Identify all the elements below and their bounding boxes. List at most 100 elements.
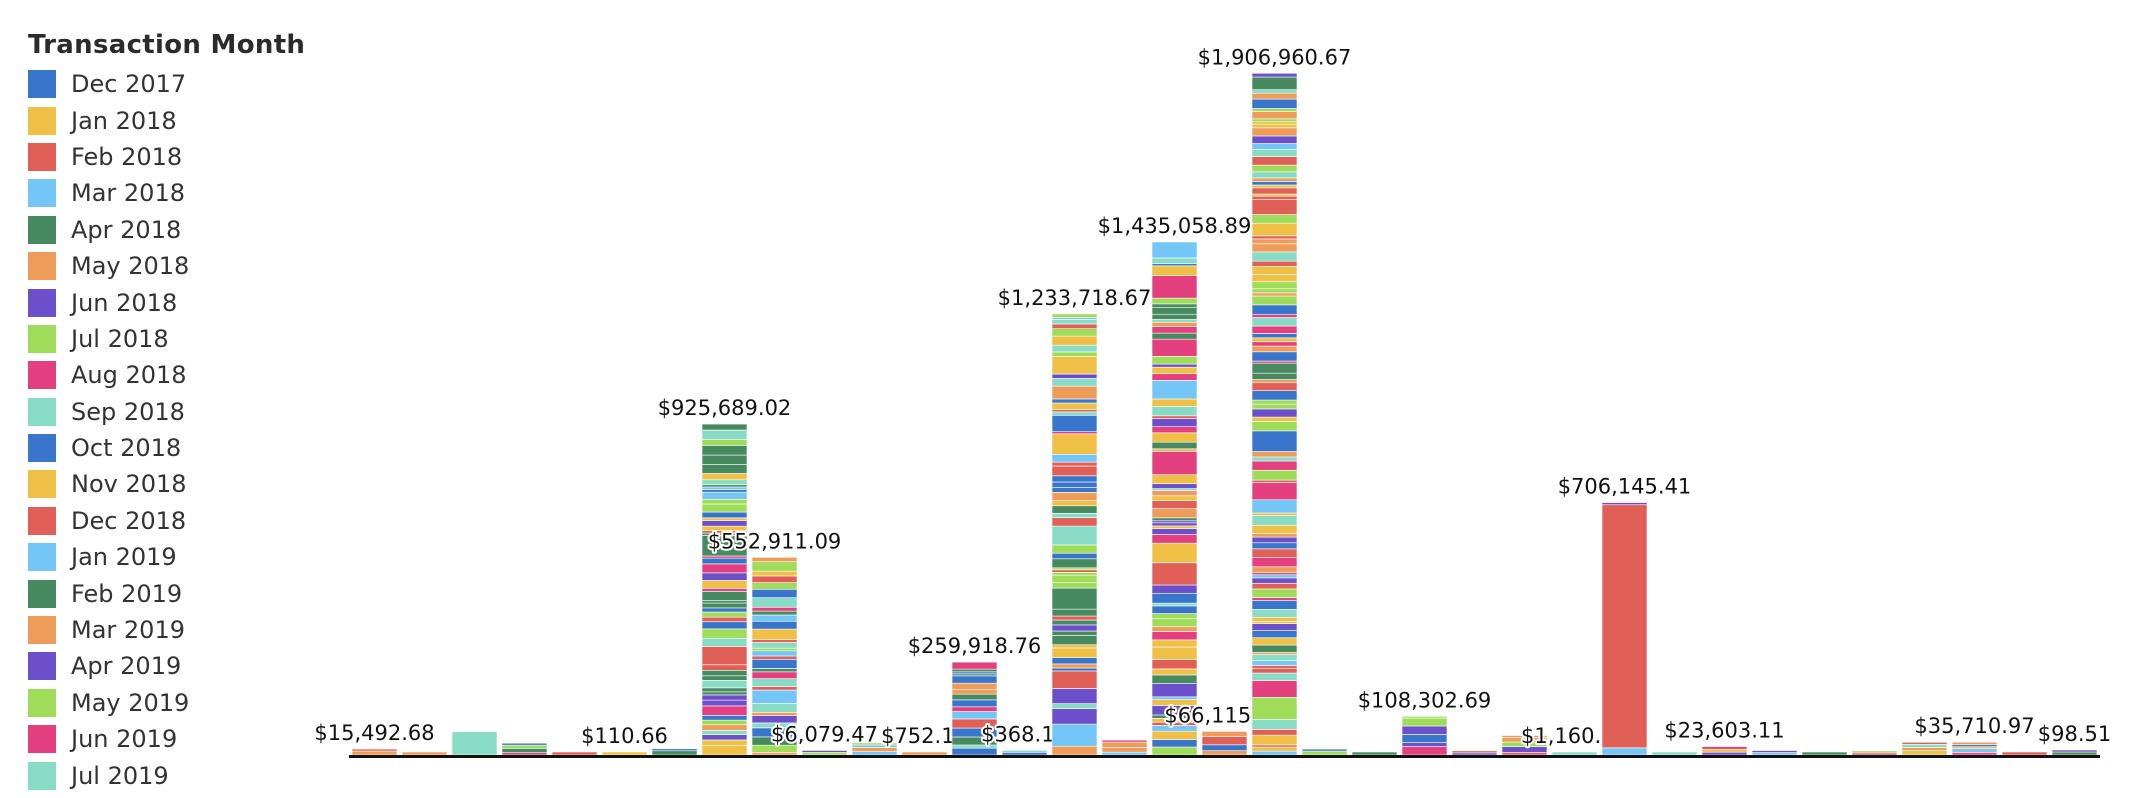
bar-segment[interactable] (1201, 750, 1248, 756)
bar-segment[interactable] (1251, 574, 1298, 579)
legend-item[interactable]: Jul 2019 (28, 757, 305, 793)
bar-segment[interactable] (701, 511, 748, 519)
bar-segment[interactable] (1251, 337, 1298, 343)
bar-segment[interactable] (1251, 195, 1298, 200)
bar-segment[interactable] (1151, 483, 1198, 489)
bar-segment[interactable] (701, 557, 748, 565)
bar-segment[interactable] (1051, 512, 1098, 518)
bar-segment[interactable] (1401, 734, 1448, 743)
bar-segment[interactable] (1051, 335, 1098, 346)
legend-item[interactable]: May 2019 (28, 685, 305, 721)
bar-segment[interactable] (1251, 621, 1298, 624)
bar-segment[interactable] (1051, 630, 1098, 636)
bar-segment[interactable] (751, 678, 798, 687)
bar-segment[interactable] (1251, 243, 1298, 253)
bar-segment[interactable] (1001, 750, 1048, 753)
bar-segment[interactable] (1051, 505, 1098, 514)
bar-segment[interactable] (501, 744, 548, 749)
bar-segment[interactable] (1101, 751, 1148, 756)
bar-segment[interactable] (951, 661, 998, 670)
bar[interactable] (1751, 750, 1798, 756)
bar-segment[interactable] (1251, 118, 1298, 123)
bar-segment[interactable] (1251, 542, 1298, 550)
bar-segment[interactable] (1251, 177, 1298, 182)
bar-segment[interactable] (1251, 469, 1298, 481)
bar-segment[interactable] (1151, 631, 1198, 641)
bar-segment[interactable] (1251, 251, 1298, 262)
bar-segment[interactable] (801, 752, 848, 756)
bar-segment[interactable] (1251, 665, 1298, 669)
bar[interactable] (1101, 739, 1148, 756)
bar-segment[interactable] (701, 591, 748, 601)
bar-segment[interactable] (1051, 487, 1098, 493)
bar-segment[interactable] (1051, 572, 1098, 576)
bar-segment[interactable] (701, 719, 748, 726)
bar-segment[interactable] (2001, 751, 2048, 756)
bar-segment[interactable] (701, 572, 748, 581)
bar-segment[interactable] (1251, 416, 1298, 422)
bar-segment[interactable] (1251, 556, 1298, 568)
bar-segment[interactable] (1501, 735, 1548, 738)
bar-segment[interactable] (751, 686, 798, 691)
bar-segment[interactable] (1051, 567, 1098, 571)
bar-segment[interactable] (1251, 750, 1298, 756)
bar-segment[interactable] (1051, 644, 1098, 649)
bar-segment[interactable] (1251, 111, 1298, 120)
bar-segment[interactable] (1251, 184, 1298, 189)
bar-segment[interactable] (1251, 734, 1298, 746)
bar-segment[interactable] (1251, 430, 1298, 452)
bar-segment[interactable] (1151, 265, 1198, 276)
bar-segment[interactable] (1051, 431, 1098, 435)
bar-segment[interactable] (1151, 356, 1198, 365)
bar[interactable] (551, 751, 598, 756)
bar-segment[interactable] (1251, 536, 1298, 544)
bar-segment[interactable] (951, 747, 998, 756)
bar-segment[interactable] (1051, 385, 1098, 400)
bar-segment[interactable] (1251, 265, 1298, 275)
bar-segment[interactable] (701, 599, 748, 604)
bar-segment[interactable] (1251, 156, 1298, 166)
bar-segment[interactable] (701, 687, 748, 693)
bar-segment[interactable] (401, 751, 448, 756)
bar-segment[interactable] (1901, 750, 1948, 756)
bar-segment[interactable] (701, 745, 748, 756)
bar-segment[interactable] (1251, 729, 1298, 736)
bar-segment[interactable] (1251, 616, 1298, 622)
bar-segment[interactable] (1201, 736, 1248, 746)
bar-segment[interactable] (1251, 654, 1298, 661)
bar-segment[interactable] (1251, 499, 1298, 514)
bar-segment[interactable] (851, 751, 898, 756)
bar-segment[interactable] (701, 637, 748, 647)
legend-item[interactable]: Sep 2018 (28, 394, 305, 430)
bar-segment[interactable] (1251, 187, 1298, 195)
bar-segment[interactable] (1051, 688, 1098, 704)
bar-segment[interactable] (701, 439, 748, 446)
bar-segment[interactable] (701, 664, 748, 671)
bar-segment[interactable] (1051, 453, 1098, 463)
bar-segment[interactable] (951, 711, 998, 720)
bar-segment[interactable] (701, 602, 748, 609)
bar-segment[interactable] (1151, 522, 1198, 527)
bar-segment[interactable] (1051, 409, 1098, 413)
bar-segment[interactable] (1601, 747, 1648, 756)
bar-segment[interactable] (1251, 181, 1298, 186)
bar-segment[interactable] (1151, 528, 1198, 535)
bar-segment[interactable] (1151, 639, 1198, 648)
bar-segment[interactable] (751, 570, 798, 577)
bar-segment[interactable] (1251, 304, 1298, 316)
bar-segment[interactable] (1151, 441, 1198, 450)
bar[interactable] (1501, 735, 1548, 756)
bar-segment[interactable] (1051, 587, 1098, 610)
bar-segment[interactable] (1051, 323, 1098, 330)
bar-segment[interactable] (1251, 588, 1298, 598)
bar[interactable] (1201, 731, 1248, 756)
bar-segment[interactable] (1151, 415, 1198, 419)
bar-segment[interactable] (1401, 742, 1448, 747)
bar-segment[interactable] (751, 671, 798, 679)
bar-segment[interactable] (1901, 742, 1948, 745)
bar-segment[interactable] (1151, 303, 1198, 308)
bar-segment[interactable] (501, 748, 548, 753)
bar[interactable] (1951, 741, 1998, 756)
bar-segment[interactable] (1351, 751, 1398, 756)
bar-segment[interactable] (1951, 746, 1998, 749)
